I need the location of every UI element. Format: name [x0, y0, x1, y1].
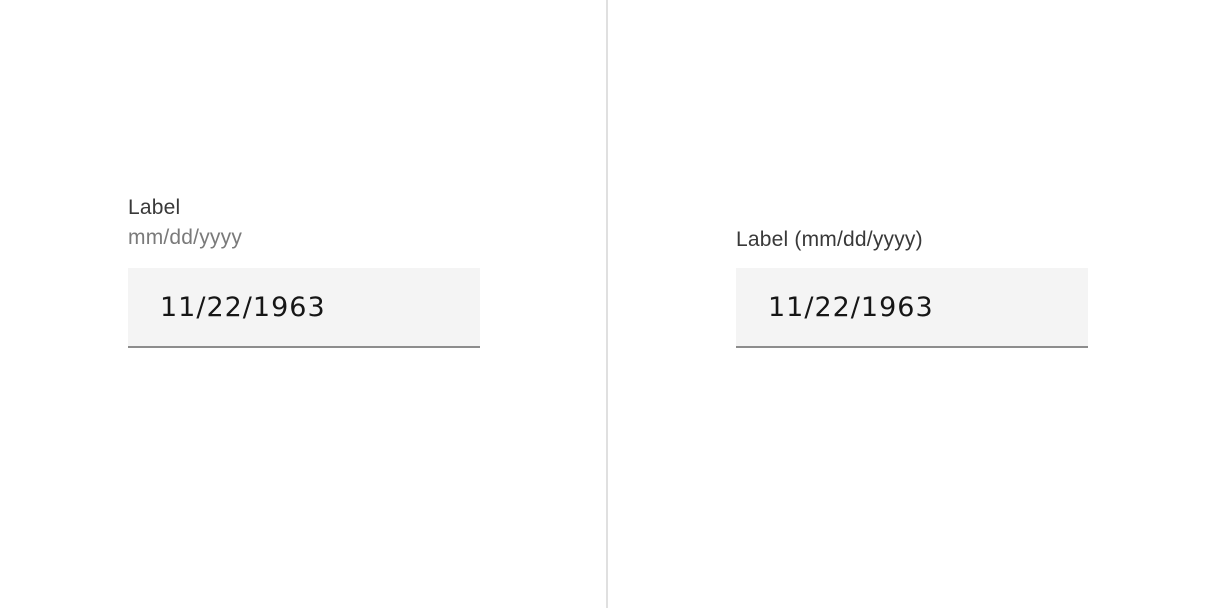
- date-input[interactable]: [736, 268, 1088, 348]
- divider: [606, 0, 608, 608]
- date-field-with-helper: Label mm/dd/yyyy: [128, 194, 480, 348]
- date-field-inline-format: Label (mm/dd/yyyy): [736, 226, 1088, 348]
- field-label: Label: [128, 196, 181, 219]
- field-label: Label (mm/dd/yyyy): [736, 228, 923, 251]
- format-helper-text: mm/dd/yyyy: [128, 226, 243, 249]
- date-input[interactable]: [128, 268, 480, 348]
